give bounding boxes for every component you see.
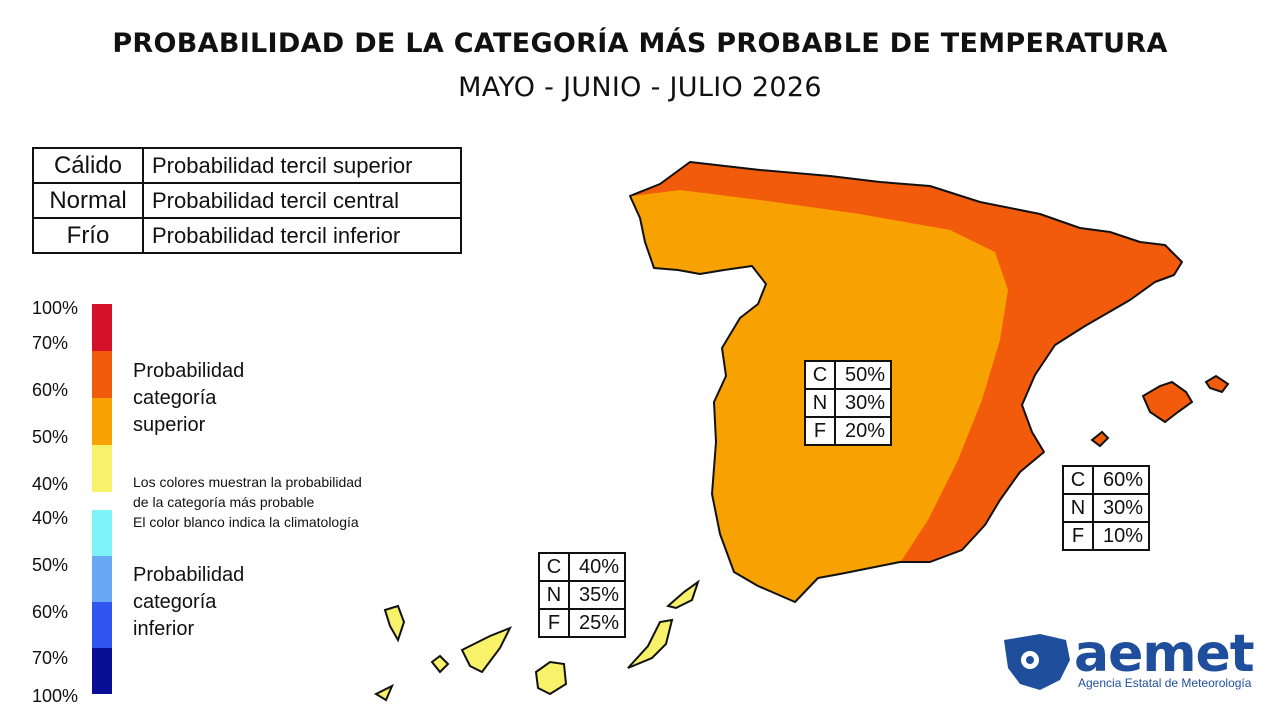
category-row: Frío Probabilidad tercil inferior <box>32 217 462 254</box>
scale-swatch-lower-40-50 <box>92 510 112 556</box>
scale-tick: 50% <box>32 555 69 575</box>
prob-value-calido: 50% <box>834 360 892 390</box>
prob-value-calido: 40% <box>568 552 626 582</box>
scale-tick: 70% <box>32 333 69 353</box>
scale-swatch-upper-70-100 <box>92 304 112 351</box>
prob-letter: F <box>1062 521 1094 551</box>
island-mallorca <box>1141 380 1194 424</box>
scale-tick: 100% <box>32 298 79 318</box>
prob-value-frio: 25% <box>568 608 626 638</box>
prob-value-normal: 30% <box>1092 493 1150 523</box>
scale-swatch-upper-60-70 <box>92 351 112 398</box>
aemet-logo-subtitle: Agencia Estatal de Meteorología <box>1078 676 1252 690</box>
note-line: Los colores muestran la probabilidad <box>133 474 362 490</box>
prob-letter: C <box>804 360 836 390</box>
prob-box-east: C 60% N 30% F 10% <box>1062 465 1150 551</box>
category-name: Cálido <box>32 147 144 184</box>
scale-tick: 60% <box>32 380 69 400</box>
category-row: Cálido Probabilidad tercil superior <box>32 147 462 184</box>
prob-value-frio: 20% <box>834 416 892 446</box>
category-description: Probabilidad tercil inferior <box>142 217 462 254</box>
scale-tick: 40% <box>32 508 69 528</box>
prob-letter: N <box>804 388 836 418</box>
prob-letter: N <box>1062 493 1094 523</box>
scale-swatch-lower-70-100 <box>92 648 112 694</box>
island-fuerteventura <box>627 618 674 669</box>
color-scale <box>92 304 112 694</box>
prob-box-canarias: C 40% N 35% F 25% <box>538 552 626 638</box>
scale-tick: 40% <box>32 474 69 494</box>
prob-value-normal: 35% <box>568 580 626 610</box>
legend-note: Los colores muestran la probabilidad de … <box>133 472 362 532</box>
island-ibiza <box>1090 430 1110 448</box>
island-lanzarote <box>665 579 700 610</box>
note-line: El color blanco indica la climatología <box>133 514 359 530</box>
prob-letter: C <box>538 552 570 582</box>
category-description: Probabilidad tercil central <box>142 182 462 219</box>
island-la-palma <box>383 604 406 643</box>
prob-value-frio: 10% <box>1092 521 1150 551</box>
island-la-gomera <box>430 654 450 674</box>
prob-letter: F <box>804 416 836 446</box>
category-row: Normal Probabilidad tercil central <box>32 182 462 219</box>
category-name: Normal <box>32 182 144 219</box>
prob-value-calido: 60% <box>1092 465 1150 495</box>
scale-swatch-lower-50-60 <box>92 556 112 602</box>
prob-letter: C <box>1062 465 1094 495</box>
prob-box-center: C 50% N 30% F 20% <box>804 360 892 446</box>
scale-swatch-upper-40-50 <box>92 445 112 492</box>
island-gran-canaria <box>534 660 568 696</box>
map-title: PROBABILIDAD DE LA CATEGORÍA MÁS PROBABL… <box>112 28 1168 59</box>
island-el-hierro <box>373 683 394 702</box>
island-tenerife <box>460 626 513 674</box>
scale-swatch-lower-60-70 <box>92 602 112 648</box>
category-table: Cálido Probabilidad tercil superior Norm… <box>32 147 462 254</box>
prob-value-normal: 30% <box>834 388 892 418</box>
scale-tick: 70% <box>32 648 69 668</box>
note-line: de la categoría más probable <box>133 494 315 510</box>
category-description: Probabilidad tercil superior <box>142 147 462 184</box>
scale-gap <box>92 492 112 510</box>
prob-letter: F <box>538 608 570 638</box>
aemet-logo-text: aemet <box>1074 624 1255 684</box>
prob-letter: N <box>538 580 570 610</box>
aemet-logo-mark <box>1004 634 1070 690</box>
peninsula-outline <box>629 161 1183 603</box>
scale-swatch-upper-50-60 <box>92 398 112 445</box>
scale-tick: 60% <box>32 602 69 622</box>
scale-tick: 50% <box>32 427 69 447</box>
island-menorca <box>1204 374 1230 394</box>
lower-category-label: Probabilidad categoría inferior <box>133 564 245 640</box>
category-name: Frío <box>32 217 144 254</box>
upper-category-label: Probabilidad categoría superior <box>133 360 245 436</box>
scale-tick: 100% <box>32 686 79 706</box>
map-subtitle: MAYO - JUNIO - JULIO 2026 <box>458 72 822 103</box>
